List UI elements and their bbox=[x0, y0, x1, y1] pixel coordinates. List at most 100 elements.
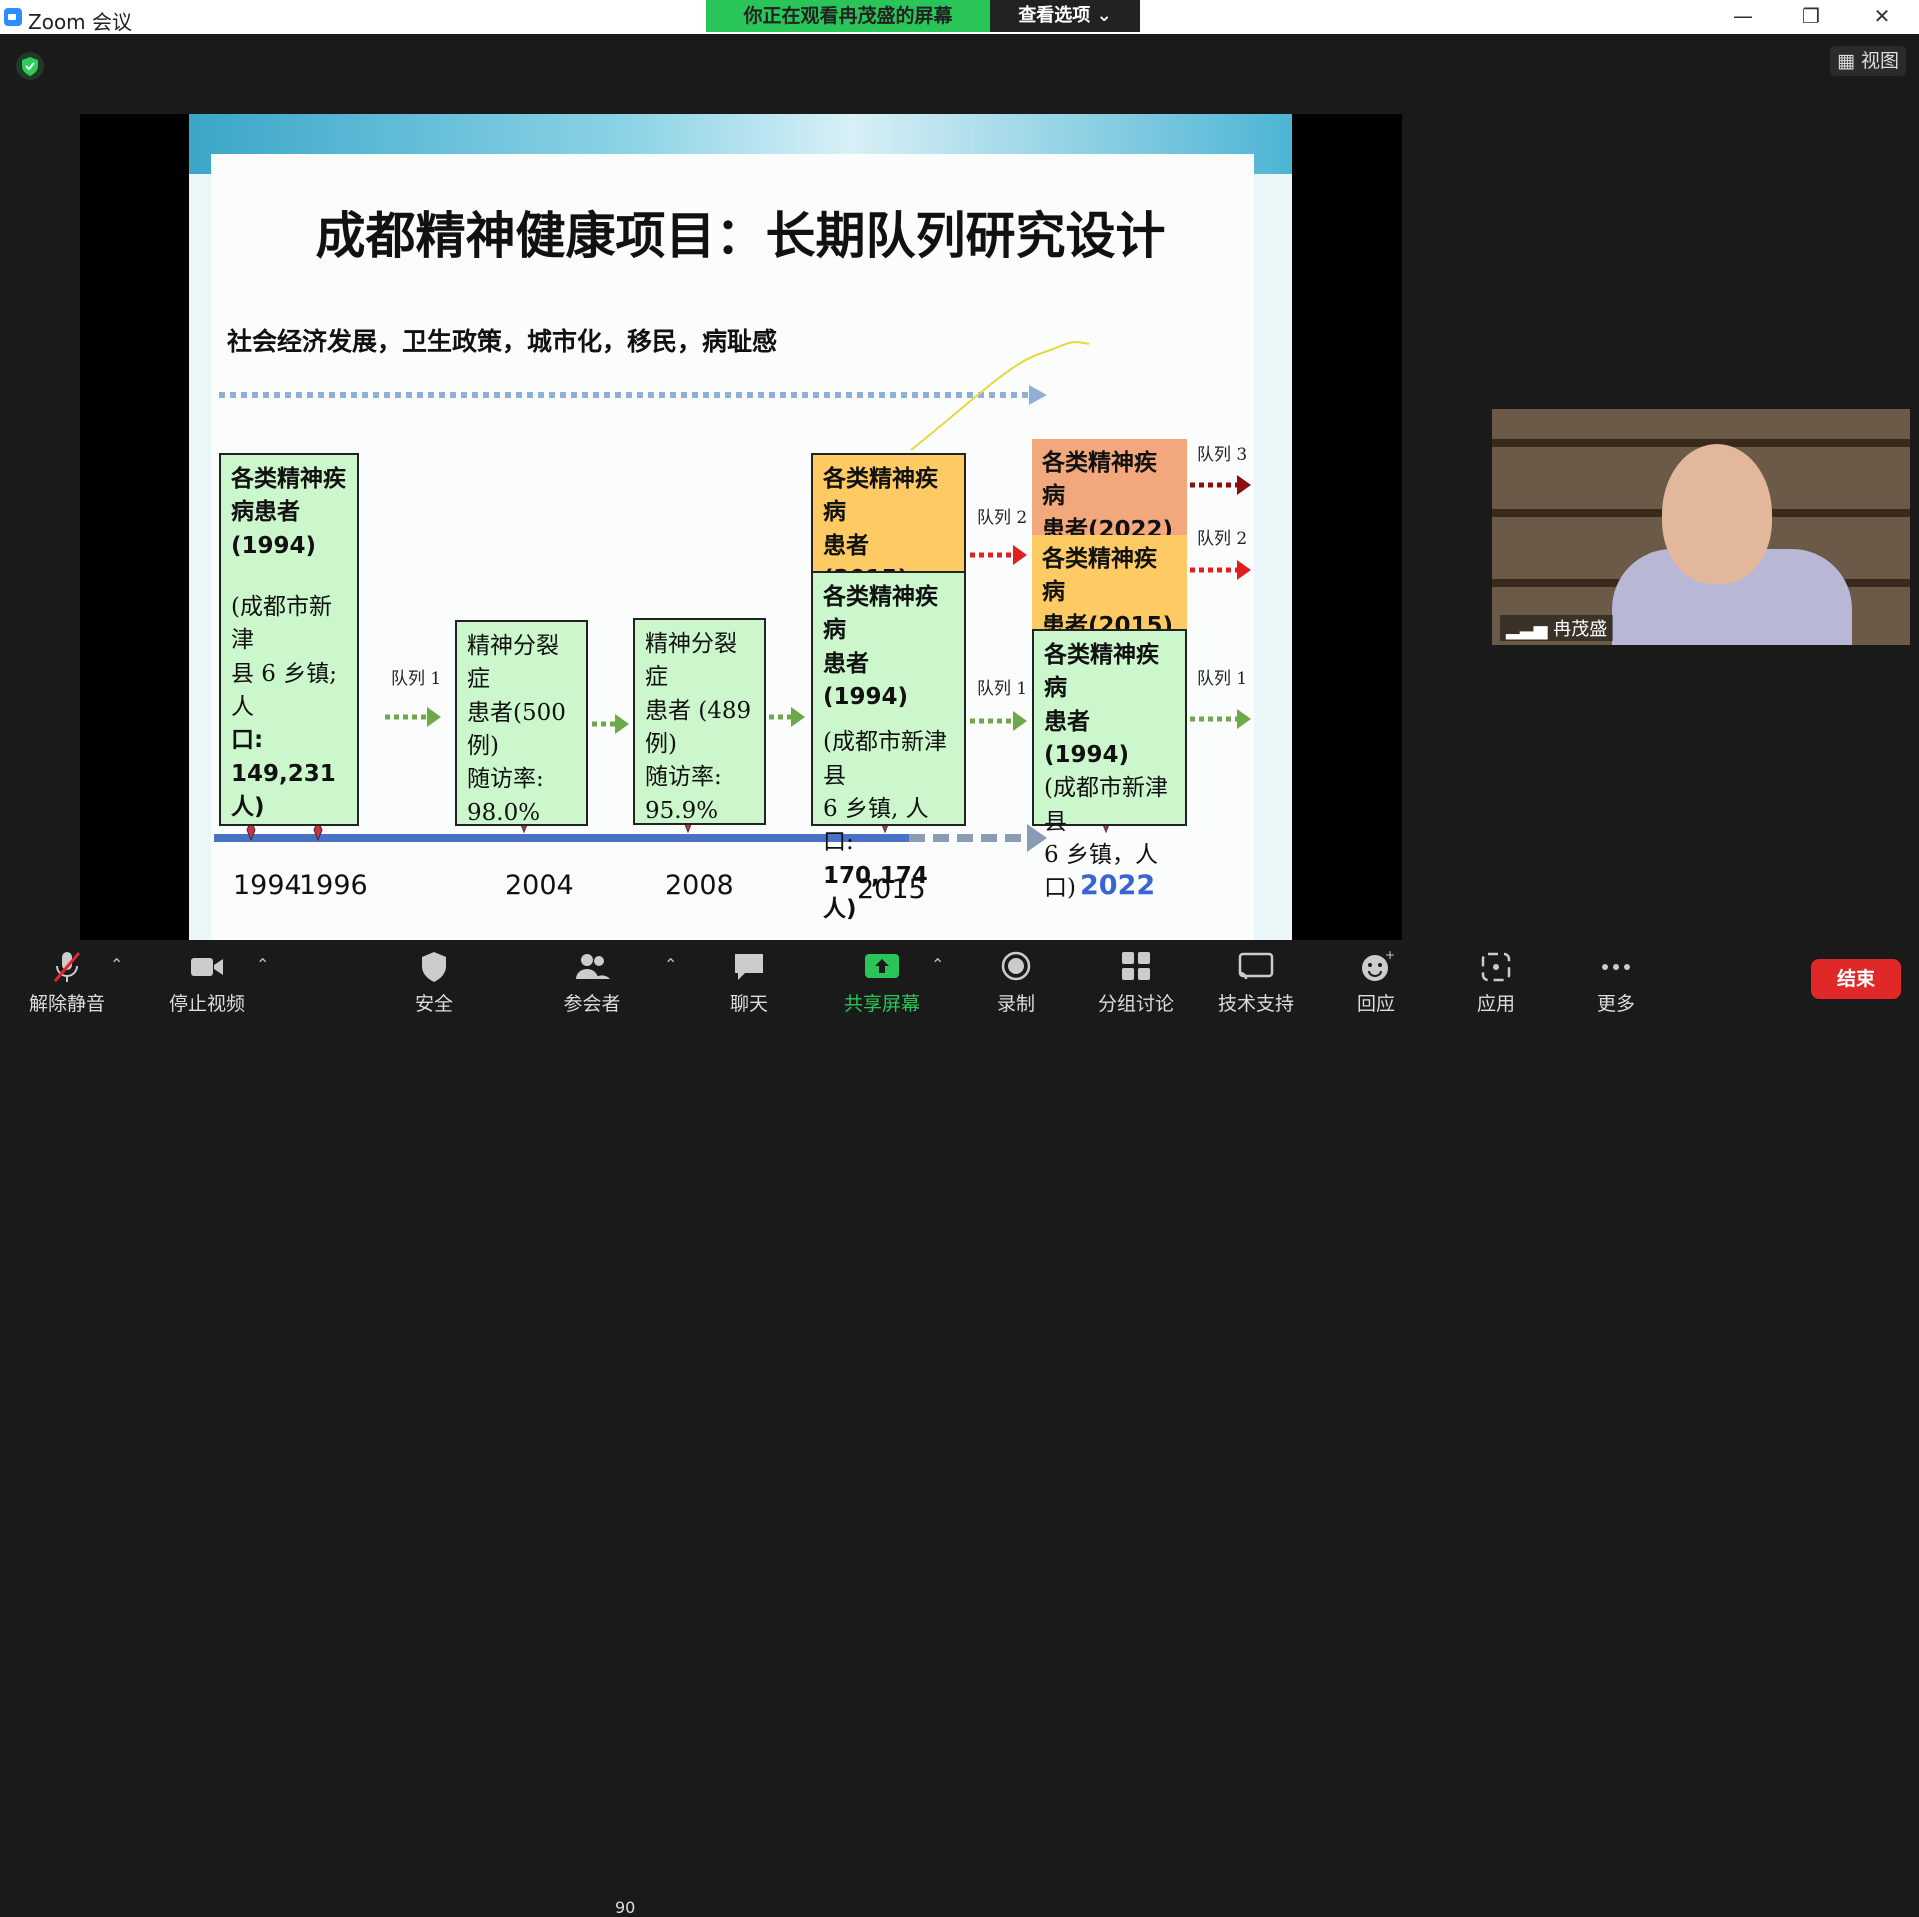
apps-button[interactable]: 应用 bbox=[1441, 949, 1551, 1016]
box5-bottom-line2: 患者(1994) bbox=[1044, 708, 1130, 769]
record-label: 录制 bbox=[996, 993, 1035, 1015]
cohort-label: 队列 2 bbox=[1197, 529, 1248, 549]
chat-button[interactable]: 聊天 bbox=[694, 949, 804, 1016]
box2-line4: 98.0% bbox=[467, 799, 541, 826]
slide-title: 成都精神健康项目：长期队列研究设计 bbox=[315, 207, 1166, 265]
more-button[interactable]: 更多 bbox=[1561, 949, 1671, 1016]
title-bar: Zoom 会议 你正在观看冉茂盛的屏幕 查看选项 ⌄ — ❐ ✕ bbox=[0, 0, 1919, 34]
share-screen-label: 共享屏幕 bbox=[843, 993, 920, 1015]
cohort-label: 队列 2 bbox=[977, 508, 1028, 528]
minimize-button[interactable]: — bbox=[1733, 4, 1753, 28]
box3-line1: 精神分裂症 bbox=[645, 631, 737, 691]
record-icon bbox=[1001, 951, 1031, 981]
cast-icon bbox=[1238, 952, 1274, 980]
chevron-down-icon: ⌄ bbox=[1096, 5, 1112, 26]
unmute-button[interactable]: 解除静音 bbox=[12, 949, 122, 1016]
box-2022-top: 各类精神疾病 患者(2022) bbox=[1032, 439, 1187, 543]
year-label: 2008 bbox=[665, 870, 734, 901]
cohort-label: 队列 1 bbox=[977, 679, 1028, 699]
year-label: 2015 bbox=[857, 874, 926, 905]
box3-line4: 95.9% bbox=[645, 797, 719, 824]
participants-label: 参会者 bbox=[563, 993, 621, 1015]
record-button[interactable]: 录制 bbox=[961, 949, 1071, 1016]
box3-line2: 患者 (489 例) bbox=[645, 697, 752, 758]
participants-button[interactable]: 参会者 bbox=[537, 949, 647, 1016]
box1-line7: 人) bbox=[231, 794, 265, 821]
box5-bottom-line1: 各类精神疾病 bbox=[1044, 642, 1159, 702]
box5-bottom-line4: 6 乡镇，人口) bbox=[1044, 842, 1158, 902]
box-2022-mid: 各类精神疾病 患者(2015) bbox=[1032, 535, 1187, 639]
box4-bottom-line2: 患者 (1994) bbox=[823, 650, 909, 711]
security-button[interactable]: 安全 bbox=[379, 949, 489, 1016]
box1-line3: (1994) bbox=[231, 532, 317, 559]
box4-bottom-line5: 170,174 人) bbox=[823, 862, 928, 923]
reactions-label: 回应 bbox=[1356, 993, 1395, 1015]
more-dots-icon bbox=[1602, 964, 1630, 970]
participants-icon bbox=[576, 954, 610, 979]
box1-line2: 病患者 bbox=[231, 499, 300, 526]
viewing-screen-banner: 你正在观看冉茂盛的屏幕 bbox=[706, 0, 990, 32]
restore-button[interactable]: ❐ bbox=[1802, 4, 1820, 28]
share-screen-icon bbox=[865, 954, 899, 978]
view-button[interactable]: ▦ 视图 bbox=[1830, 46, 1906, 76]
slide-subtitle: 社会经济发展，卫生政策，城市化，移民，病耻感 bbox=[227, 327, 778, 356]
grid-icon: ▦ bbox=[1836, 50, 1861, 72]
encryption-shield-icon[interactable] bbox=[16, 52, 44, 80]
end-meeting-button[interactable]: 结束 bbox=[1811, 959, 1901, 999]
apps-label: 应用 bbox=[1476, 993, 1515, 1015]
security-label: 安全 bbox=[414, 993, 453, 1015]
audio-options-caret-icon[interactable]: ⌃ bbox=[110, 955, 124, 974]
zoom-logo-icon bbox=[4, 8, 22, 26]
box1-line5: 县 6 乡镇; 人 bbox=[231, 660, 338, 721]
person-head bbox=[1662, 444, 1772, 584]
support-button[interactable]: 技术支持 bbox=[1201, 949, 1311, 1016]
shield-icon bbox=[422, 952, 446, 982]
video-options-caret-icon[interactable]: ⌃ bbox=[256, 955, 270, 974]
box1-line4: (成都市新津 bbox=[231, 594, 332, 654]
view-options-button[interactable]: 查看选项 ⌄ bbox=[990, 0, 1140, 32]
share-screen-button[interactable]: 共享屏幕 bbox=[827, 949, 937, 1016]
box-2015-top: 各类精神疾病 患者 (2015) bbox=[811, 453, 966, 592]
box-1994-patients: 各类精神疾 病患者 (1994) (成都市新津 县 6 乡镇; 人 口: 149… bbox=[219, 453, 359, 826]
close-button[interactable]: ✕ bbox=[1873, 4, 1891, 28]
presentation-slide: 成都精神健康项目：长期队列研究设计 社会经济发展，卫生政策，城市化，移民，病耻感 bbox=[189, 114, 1292, 940]
cohort-label: 队列 1 bbox=[391, 669, 442, 689]
box5-bottom-line3: (成都市新津县 bbox=[1044, 775, 1168, 835]
box1-line1: 各类精神疾 bbox=[231, 466, 346, 492]
year-label: 1994 bbox=[233, 870, 302, 901]
breakout-rooms-icon bbox=[1122, 952, 1150, 980]
breakout-rooms-button[interactable]: 分组讨论 bbox=[1081, 949, 1191, 1016]
participants-caret-icon[interactable]: ⌃ bbox=[664, 955, 678, 974]
box4-bottom-line4: 6 乡镇, 人口: bbox=[823, 796, 929, 856]
participant-name-text: 冉茂盛 bbox=[1553, 619, 1608, 640]
cohort-label: 队列 3 bbox=[1197, 445, 1248, 465]
share-options-caret-icon[interactable]: ⌃ bbox=[931, 955, 945, 974]
year-label-highlight: 2022 bbox=[1080, 870, 1156, 901]
svg-text:+: + bbox=[1385, 949, 1395, 962]
view-label: 视图 bbox=[1860, 50, 1899, 72]
cohort-label: 队列 1 bbox=[1197, 669, 1248, 689]
participant-name: ▂▃▅ 冉茂盛 bbox=[1500, 615, 1614, 641]
breakout-rooms-label: 分组讨论 bbox=[1097, 993, 1174, 1015]
stop-video-label: 停止视频 bbox=[168, 993, 245, 1015]
year-label: 1996 bbox=[299, 870, 368, 901]
signal-icon: ▂▃▅ bbox=[1506, 619, 1554, 640]
camera-icon bbox=[191, 958, 223, 976]
bookshelf bbox=[1492, 439, 1910, 447]
box5-mid-line1: 各类精神疾病 bbox=[1042, 546, 1157, 606]
participant-video-tile[interactable]: ▂▃▅ 冉茂盛 bbox=[1492, 409, 1910, 645]
box-2022-bottom: 各类精神疾病 患者(1994) (成都市新津县 6 乡镇，人口) bbox=[1032, 629, 1187, 901]
box2-line2: 患者(500 例) bbox=[467, 699, 566, 760]
box4-bottom-line3: (成都市新津县 bbox=[823, 729, 947, 789]
meeting-toolbar: 解除静音 ⌃ 停止视频 ⌃ 安全 参会者 90 ⌃ 聊天 共享屏幕 ⌃ 录制 分… bbox=[0, 943, 1919, 1917]
participants-count: 90 bbox=[615, 1898, 636, 1917]
support-label: 技术支持 bbox=[1217, 993, 1294, 1015]
year-label: 2004 bbox=[505, 870, 574, 901]
reactions-button[interactable]: + 回应 bbox=[1321, 949, 1431, 1016]
view-options-label: 查看选项 bbox=[1018, 5, 1091, 26]
box3-line3: 随访率: bbox=[645, 764, 722, 791]
box-2004-schizophrenia: 精神分裂症 患者(500 例) 随访率: 98.0% bbox=[455, 620, 588, 826]
smiley-icon: + bbox=[1362, 949, 1395, 981]
stop-video-button[interactable]: 停止视频 bbox=[152, 949, 262, 1016]
microphone-muted-icon bbox=[53, 952, 81, 982]
